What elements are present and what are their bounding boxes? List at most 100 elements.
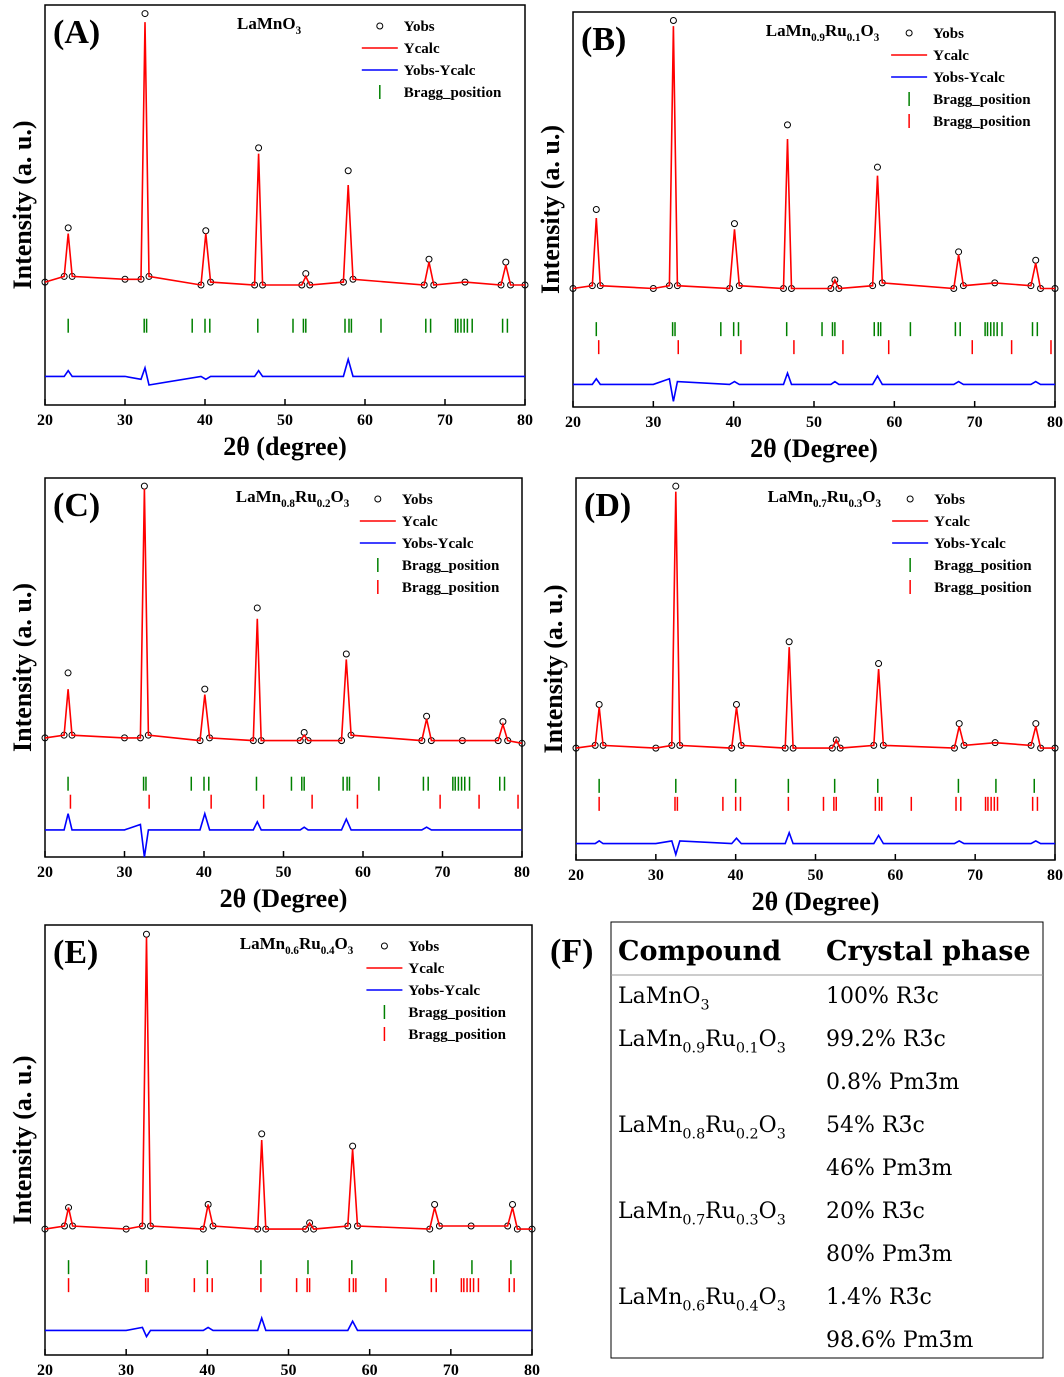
formula-part: O xyxy=(861,21,874,40)
x-tick-label: 70 xyxy=(443,1362,459,1377)
x-tick-label: 20 xyxy=(37,864,53,881)
table-phase: 20% R3̄c xyxy=(826,1199,925,1224)
legend-label: Bragg_position xyxy=(933,92,1031,108)
formula-subscript: 3 xyxy=(777,1127,786,1143)
formula-subscript: 3 xyxy=(874,32,880,44)
legend-label: Ycalc xyxy=(934,514,970,530)
x-tick-label: 50 xyxy=(277,412,293,429)
formula-subscript: 0.2 xyxy=(736,1127,759,1143)
data-point xyxy=(140,482,148,490)
legend-label: Bragg_position xyxy=(402,558,500,574)
table-phase: 54% R3̄c xyxy=(826,1113,925,1138)
data-line xyxy=(44,488,523,745)
formula-subscript: 0.1 xyxy=(847,32,861,44)
x-axis-label: 2θ (Degree) xyxy=(750,434,878,463)
x-tick-label: 40 xyxy=(726,414,742,431)
formula-subscript: 0.4 xyxy=(321,945,335,957)
x-tick-label: 40 xyxy=(197,412,213,429)
formula-part: Ru xyxy=(705,1285,736,1310)
legend-label: Bragg_position xyxy=(404,85,502,101)
data-line xyxy=(572,26,1055,290)
panel-label: (C) xyxy=(53,487,100,524)
table-header: Compound xyxy=(618,936,781,967)
y-axis-label: Intensity (a. u.) xyxy=(8,120,37,289)
formula-part: Ru xyxy=(295,487,317,506)
x-tick-label: 70 xyxy=(435,864,451,881)
formula-part: O xyxy=(862,487,875,506)
table-phase: 80% Pm3̄m xyxy=(826,1242,953,1267)
x-tick-label: 20 xyxy=(37,1362,53,1377)
formula-subscript: 0.9 xyxy=(811,32,825,44)
legend-label: Bragg_position xyxy=(402,580,500,596)
legend-label: Yobs-Ycalc xyxy=(934,536,1006,552)
x-tick-label: 70 xyxy=(437,412,453,429)
x-tick-label: 30 xyxy=(118,1362,134,1377)
formula-part: LaMn xyxy=(618,1113,682,1138)
data-point xyxy=(672,482,680,490)
x-tick-label: 80 xyxy=(517,412,533,429)
formula-subscript: 0.3 xyxy=(848,498,862,510)
table-phase: 98.6% Pm3̄m xyxy=(826,1328,974,1353)
legend-symbol xyxy=(380,942,388,950)
x-tick-label: 50 xyxy=(806,414,822,431)
formula-subscript: 3 xyxy=(348,945,354,957)
data-point xyxy=(349,1142,357,1150)
legend-label: Yobs xyxy=(934,492,965,508)
x-tick-label: 30 xyxy=(117,864,133,881)
legend-label: Ycalc xyxy=(408,961,444,977)
formula-part: O xyxy=(759,1027,777,1052)
chart-title: LaMn0.7Ru0.3O3 xyxy=(768,487,882,510)
formula-subscript: 3 xyxy=(777,1041,786,1057)
data-point xyxy=(730,220,738,228)
y-axis-label: Intensity (a. u.) xyxy=(8,583,37,752)
data-point xyxy=(1032,720,1040,728)
x-tick-label: 70 xyxy=(967,867,983,884)
data-point xyxy=(425,255,433,263)
legend-label: Bragg_position xyxy=(934,558,1032,574)
formula-part: O xyxy=(335,934,348,953)
legend-label: Yobs xyxy=(408,939,439,955)
data-point xyxy=(785,638,793,646)
formula-part: LaMn xyxy=(766,21,812,40)
legend-symbol xyxy=(905,29,913,37)
plot-frame xyxy=(44,477,523,858)
data-point xyxy=(258,1130,266,1138)
data-point xyxy=(64,224,72,232)
table-phase: 1.4% R3̄c xyxy=(826,1285,932,1310)
formula-part: Ru xyxy=(825,21,847,40)
data-point xyxy=(202,227,210,235)
panel-label: (F) xyxy=(550,933,593,970)
formula-part: LaMn xyxy=(618,1285,682,1310)
chart-title: LaMnO3 xyxy=(237,14,302,37)
x-tick-label: 50 xyxy=(276,864,292,881)
data-point xyxy=(669,16,677,24)
formula-subscript: 0.9 xyxy=(682,1041,705,1057)
data-line xyxy=(44,937,532,1230)
formula-subscript: 0.7 xyxy=(682,1213,705,1229)
formula-subscript: 0.2 xyxy=(317,498,331,510)
x-tick-label: 40 xyxy=(728,867,744,884)
data-point xyxy=(41,278,49,286)
legend-label: Yobs xyxy=(933,26,964,42)
formula-part: O xyxy=(759,1113,777,1138)
legend-label: Bragg_position xyxy=(934,580,1032,596)
formula-subscript: 3 xyxy=(777,1299,786,1315)
data-line xyxy=(45,1315,532,1339)
data-line xyxy=(45,356,525,386)
panel-label: (A) xyxy=(53,14,100,51)
data-point xyxy=(831,276,839,284)
legend-label: Bragg_position xyxy=(408,1027,506,1043)
data-point xyxy=(253,604,261,612)
formula-subscript: 3 xyxy=(700,998,709,1014)
data-line xyxy=(575,491,1055,749)
table-compound: LaMn0.8Ru0.2O3 xyxy=(618,1113,786,1143)
formula-part: Ru xyxy=(705,1113,736,1138)
formula-part: LaMn xyxy=(768,487,814,506)
x-tick-label: 80 xyxy=(1047,414,1063,431)
formula-subscript: 3 xyxy=(876,498,882,510)
table-compound: LaMnO3 xyxy=(618,984,710,1014)
data-point xyxy=(142,930,150,938)
panel-label: (E) xyxy=(53,934,98,971)
table-phase: 0.8% Pm3̄m xyxy=(826,1070,960,1095)
